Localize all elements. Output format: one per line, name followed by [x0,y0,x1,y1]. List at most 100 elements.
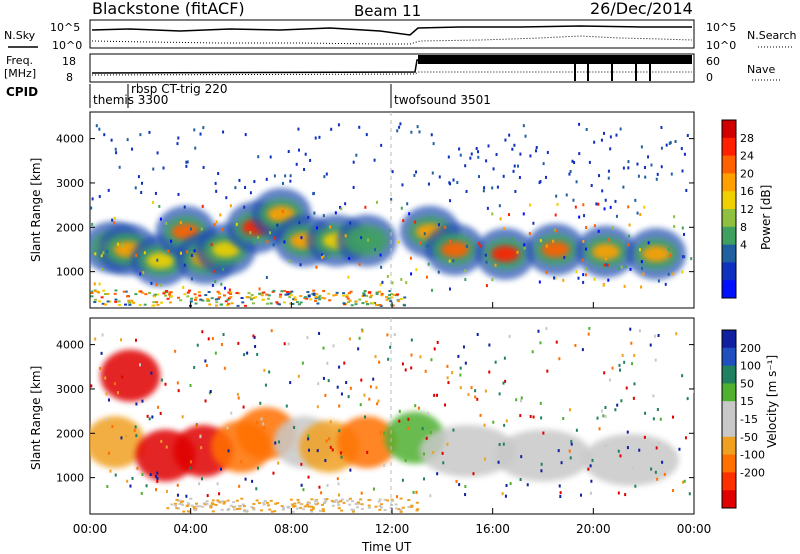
power-speckle [273,214,276,218]
power-speckle [260,294,264,297]
velocity-speckle [399,508,403,511]
velocity-speckle [415,490,418,494]
power-speckle [114,298,118,301]
velocity-speckle [459,373,462,377]
velocity-speckle [419,355,422,359]
power-speckle [641,266,644,270]
power-speckle [113,292,117,295]
velocity-speckle [238,507,242,510]
power-speckle [469,156,472,160]
velocity-speckle [204,359,207,363]
velocity-speckle [383,431,386,435]
velocity-speckle [190,460,193,464]
power-speckle [427,182,430,186]
velocity-speckle [209,389,212,393]
velocity-speckle [502,442,505,446]
velocity-speckle [204,399,207,403]
power-speckle [90,295,94,298]
velocity-speckle [129,484,132,488]
velocity-speckle [351,510,355,513]
velocity-speckle [367,504,371,507]
velocity-speckle [125,434,128,438]
velocity-speckle [410,366,413,370]
power-speckle [179,251,182,255]
velocity-speckle [415,509,419,512]
velocity-speckle [604,443,607,447]
power-speckle [595,202,598,206]
power-speckle [391,304,395,307]
velocity-speckle [176,483,179,487]
power-speckle [410,272,413,276]
power-speckle [375,293,379,296]
power-speckle [347,275,350,279]
velocity-speckle [520,399,523,403]
velocity-speckle [399,497,403,500]
power-blob-core [642,245,671,262]
velocity-speckle [348,497,352,500]
velocity-speckle [287,342,290,346]
power-speckle [388,229,391,233]
velocity-speckle [237,396,240,400]
power-speckle [100,254,103,258]
velocity-heatmap [90,326,694,513]
power-speckle [535,149,538,153]
velocity-speckle [326,483,329,487]
velocity-colorbar-label: Velocity [m s⁻¹] [765,355,779,448]
power-speckle [316,302,320,305]
power-speckle [212,269,215,273]
power-speckle [288,292,292,295]
velocity-speckle [351,500,355,503]
velocity-speckle [186,510,190,513]
power-speckle [217,172,220,176]
power-speckle [418,130,421,134]
velocity-speckle [374,505,378,508]
colorbar-segment [722,155,736,174]
power-speckle [241,301,245,304]
power-speckle [392,293,396,296]
velocity-speckle [285,404,288,408]
velocity-speckle [488,370,491,374]
velocity-speckle [109,469,112,473]
station-title: Blackstone (fitACF) [92,0,245,18]
power-speckle [607,238,610,242]
velocity-speckle [693,390,694,394]
velocity-speckle [156,477,159,481]
power-speckle [611,226,614,230]
power-speckle [165,289,169,292]
power-speckle [342,292,346,295]
velocity-speckle [105,392,108,396]
velocity-speckle [360,378,363,382]
velocity-speckle [602,414,605,418]
power-speckle [362,292,366,295]
velocity-speckle [498,392,501,396]
power-speckle [660,126,663,130]
power-speckle [556,202,559,206]
power-speckle [235,222,238,226]
power-speckle [470,152,473,156]
velocity-speckle [296,498,300,501]
velocity-speckle [140,491,143,495]
velocity-speckle [361,329,364,333]
velocity-speckle [250,506,254,509]
power-speckle [164,291,168,294]
x-axis-label: Time UT [361,540,412,554]
velocity-speckle [633,382,636,386]
power-speckle [644,175,647,179]
power-speckle [223,286,226,290]
power-speckle [244,185,247,189]
power-y-label: Slant Range [km] [29,158,43,262]
noise-sky-label: N.Sky [4,29,36,42]
freq-left-tick-bottom: 8 [66,71,73,84]
power-speckle [371,302,375,305]
y-tick-label: 2000 [56,427,84,440]
colorbar-tick-label: 20 [740,167,754,180]
velocity-speckle [363,393,366,397]
velocity-speckle [308,448,311,452]
power-speckle [607,169,610,173]
power-speckle [593,224,596,228]
velocity-speckle [233,505,237,508]
x-tick-label: 16:00 [475,522,510,536]
velocity-speckle [293,448,296,452]
power-speckle [106,249,109,253]
velocity-speckle [626,446,629,450]
